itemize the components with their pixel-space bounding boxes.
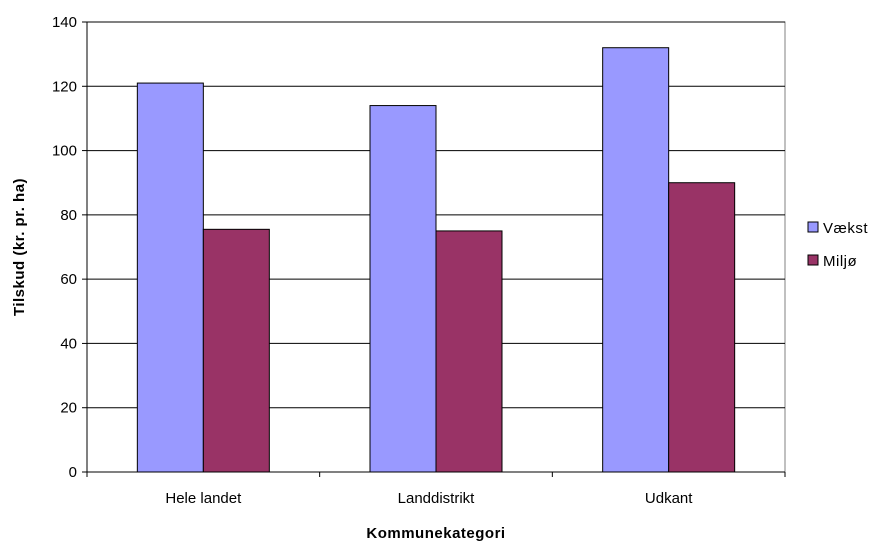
legend-swatch xyxy=(807,221,819,233)
axes xyxy=(82,21,786,477)
y-tick-labels: 0 20 40 60 80 100 120 140 xyxy=(52,14,77,481)
y-tick-label: 60 xyxy=(60,271,77,288)
x-category-label: Udkant xyxy=(645,490,693,507)
x-category-label: Hele landet xyxy=(165,490,242,507)
legend-label: Miljø xyxy=(823,253,857,270)
x-category-labels: Hele landet Landdistrikt Udkant xyxy=(165,490,693,507)
x-axis-title: Kommunekategori xyxy=(366,525,505,542)
y-tick-label: 0 xyxy=(69,464,77,481)
y-tick-label: 140 xyxy=(52,14,77,31)
y-tick-label: 80 xyxy=(60,207,77,224)
x-category-label: Landdistrikt xyxy=(398,490,476,507)
bar-miljo-2 xyxy=(435,230,503,473)
y-tick-label: 120 xyxy=(52,78,77,95)
y-tick-label: 20 xyxy=(60,400,77,417)
bar-miljo-1 xyxy=(202,228,270,473)
legend: Vækst Miljø xyxy=(807,220,868,270)
bar-vaekst-2 xyxy=(369,105,437,473)
bar-miljo-3 xyxy=(668,182,736,473)
bar-vaekst-1 xyxy=(136,82,204,473)
legend-label: Vækst xyxy=(823,220,868,237)
y-tick-label: 40 xyxy=(60,335,77,352)
legend-swatch xyxy=(807,254,819,266)
y-tick-label: 100 xyxy=(52,143,77,160)
bars xyxy=(136,47,736,473)
bar-vaekst-3 xyxy=(602,47,670,473)
y-axis-title: Tilskud (kr. pr. ha) xyxy=(11,178,28,316)
